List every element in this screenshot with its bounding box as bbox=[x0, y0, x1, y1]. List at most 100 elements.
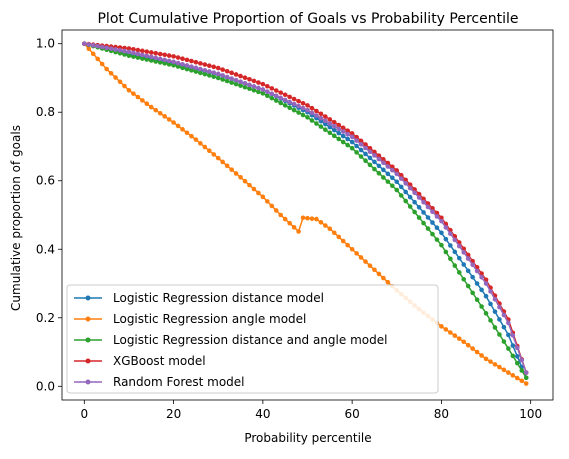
data-point bbox=[144, 57, 150, 62]
data-point bbox=[314, 121, 319, 126]
y-tick-label: 0.2 bbox=[36, 311, 55, 325]
data-point bbox=[456, 270, 462, 275]
data-point bbox=[229, 80, 234, 85]
data-point bbox=[394, 187, 400, 193]
data-point bbox=[416, 215, 422, 220]
data-point bbox=[189, 68, 194, 73]
data-point bbox=[122, 48, 127, 54]
data-point bbox=[331, 119, 337, 125]
data-point bbox=[327, 130, 333, 136]
data-point bbox=[184, 66, 190, 72]
data-point bbox=[318, 124, 324, 129]
data-point bbox=[403, 181, 409, 186]
data-point bbox=[148, 54, 154, 60]
data-point bbox=[260, 194, 266, 200]
data-point bbox=[305, 215, 310, 221]
data-point bbox=[501, 324, 507, 330]
data-point bbox=[296, 98, 301, 104]
data-point bbox=[193, 69, 199, 74]
data-point bbox=[135, 55, 141, 60]
data-point bbox=[305, 103, 310, 108]
data-point bbox=[131, 46, 136, 52]
data-point bbox=[157, 51, 163, 57]
data-point bbox=[398, 176, 404, 181]
data-point bbox=[470, 290, 475, 296]
data-point bbox=[233, 72, 239, 77]
data-point bbox=[523, 370, 529, 375]
data-point bbox=[282, 103, 288, 108]
data-point bbox=[126, 88, 132, 93]
data-point bbox=[448, 256, 453, 262]
data-point bbox=[501, 339, 507, 344]
data-point bbox=[117, 79, 123, 85]
data-point bbox=[323, 127, 328, 132]
data-point bbox=[140, 98, 145, 103]
data-point bbox=[497, 304, 502, 310]
data-point bbox=[265, 93, 270, 99]
data-point bbox=[122, 52, 127, 57]
data-point bbox=[215, 65, 221, 71]
data-point bbox=[126, 46, 132, 51]
data-point bbox=[340, 129, 346, 134]
x-axis-label: Probability percentile bbox=[244, 431, 371, 445]
data-point bbox=[349, 134, 355, 140]
data-point bbox=[238, 79, 243, 85]
data-point bbox=[278, 90, 284, 95]
data-point bbox=[376, 163, 382, 169]
data-point bbox=[153, 50, 159, 56]
data-point bbox=[207, 69, 212, 74]
data-point bbox=[390, 183, 395, 189]
data-point bbox=[519, 368, 525, 373]
legend-label: Logistic Regression angle model bbox=[113, 312, 306, 326]
data-point bbox=[506, 346, 511, 351]
data-point bbox=[287, 94, 292, 100]
data-point bbox=[211, 64, 217, 70]
data-point bbox=[157, 60, 163, 65]
data-point bbox=[148, 58, 154, 63]
x-tick-label: 60 bbox=[344, 407, 359, 421]
legend-swatch-marker bbox=[85, 295, 91, 301]
data-point bbox=[140, 48, 145, 54]
data-point bbox=[461, 250, 467, 255]
data-point bbox=[412, 199, 417, 205]
data-point bbox=[238, 73, 243, 79]
data-point bbox=[372, 153, 377, 158]
data-point bbox=[291, 107, 297, 113]
data-point bbox=[202, 144, 208, 150]
data-point bbox=[363, 142, 368, 147]
data-point bbox=[501, 367, 507, 373]
data-point bbox=[296, 229, 301, 234]
data-point bbox=[367, 155, 373, 161]
data-point bbox=[327, 226, 333, 231]
data-point bbox=[157, 56, 163, 62]
data-point bbox=[514, 375, 520, 381]
data-point bbox=[175, 64, 181, 69]
data-point bbox=[309, 110, 315, 116]
data-point bbox=[434, 214, 440, 219]
y-tick-label: 0.4 bbox=[36, 242, 55, 256]
data-point bbox=[519, 357, 525, 363]
data-point bbox=[376, 153, 382, 158]
x-tick-label: 80 bbox=[434, 407, 449, 421]
data-point bbox=[390, 167, 395, 173]
data-point bbox=[416, 195, 422, 200]
data-point bbox=[385, 171, 391, 177]
data-point bbox=[345, 131, 350, 137]
data-point bbox=[180, 65, 185, 71]
data-point bbox=[251, 186, 257, 192]
data-point bbox=[430, 231, 435, 237]
data-point bbox=[465, 342, 471, 348]
data-point bbox=[175, 55, 181, 60]
data-point bbox=[363, 259, 368, 264]
data-point bbox=[198, 66, 203, 72]
legend: Logistic Regression distance model Logist… bbox=[66, 284, 439, 394]
data-point bbox=[140, 52, 145, 58]
y-tick-label: 0.6 bbox=[36, 174, 55, 188]
data-point bbox=[198, 61, 203, 66]
data-point bbox=[233, 171, 239, 176]
data-point bbox=[430, 220, 435, 225]
data-point bbox=[215, 71, 221, 77]
legend-item: Logistic Regression distance and angle m… bbox=[74, 333, 387, 347]
data-point bbox=[82, 41, 87, 46]
data-point bbox=[461, 276, 467, 282]
